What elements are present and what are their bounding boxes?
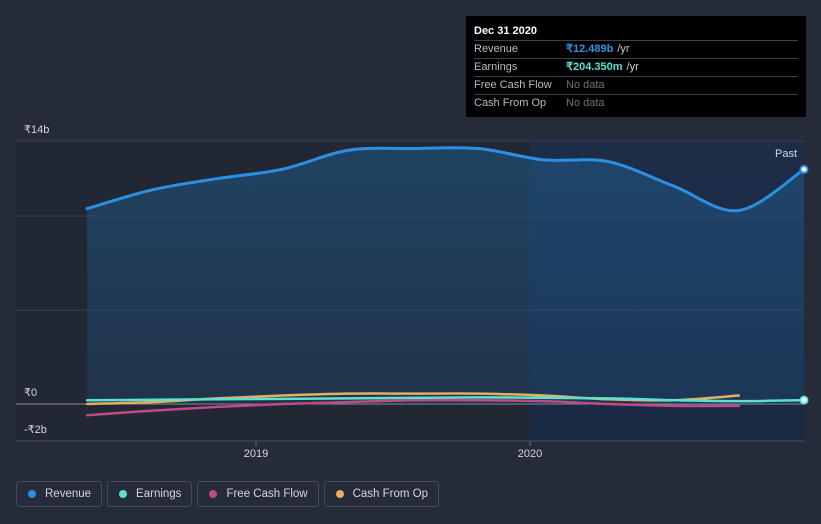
tooltip-label: Free Cash Flow xyxy=(474,79,552,91)
legend-item-revenue[interactable]: Revenue xyxy=(16,481,103,507)
y-tick-label: ₹14b xyxy=(24,124,49,136)
legend-label: Cash From Op xyxy=(352,488,429,500)
x-tick-label: 2020 xyxy=(518,448,542,460)
y-tick-label: ₹0 xyxy=(24,387,37,399)
tooltip-unit: /yr xyxy=(617,43,630,55)
tooltip-row-free-cash-flow: Free Cash Flow No data xyxy=(474,76,798,93)
tooltip-row-cash-from-op: Cash From Op No data xyxy=(474,94,798,111)
revenue-line xyxy=(85,146,806,213)
revenue-dot-icon xyxy=(28,490,36,498)
tooltip-value: ₹12.489b xyxy=(566,43,614,55)
legend-label: Free Cash Flow xyxy=(226,488,308,500)
earnings-end-point[interactable] xyxy=(799,395,809,405)
legend-label: Earnings xyxy=(136,488,182,500)
legend-item-earnings[interactable]: Earnings xyxy=(107,481,193,507)
tooltip-value: ₹204.350m xyxy=(566,61,623,73)
revenue-area xyxy=(87,147,804,404)
cash-from-op-dot-icon xyxy=(335,490,344,498)
tooltip: Dec 31 2020 Revenue ₹12.489b /yr Earning… xyxy=(466,16,806,117)
tooltip-row-earnings: Earnings ₹204.350m /yr xyxy=(474,58,798,75)
earnings-dot-icon xyxy=(119,490,128,498)
tooltip-unit: /yr xyxy=(626,61,639,73)
legend: Revenue Earnings Free Cash Flow Cash Fro… xyxy=(16,481,440,507)
tooltip-label: Cash From Op xyxy=(474,97,547,109)
free-cash-flow-dot-icon xyxy=(209,490,218,498)
tooltip-value: No data xyxy=(566,97,605,109)
revenue-end-point[interactable] xyxy=(799,164,809,174)
tooltip-label: Revenue xyxy=(474,43,519,55)
legend-item-cash-from-op[interactable]: Cash From Op xyxy=(323,481,440,507)
tooltip-row-revenue: Revenue ₹12.489b /yr xyxy=(474,40,798,57)
y-axis: ₹14b ₹0 -₹2b xyxy=(24,124,49,436)
tooltip-date: Dec 31 2020 xyxy=(474,25,537,37)
tooltip-label: Earnings xyxy=(474,61,518,73)
free-cash-flow-line xyxy=(85,398,741,417)
series-layer xyxy=(85,146,809,417)
x-tick-label: 2019 xyxy=(244,448,268,460)
y-tick-label: -₹2b xyxy=(24,424,47,436)
earnings-line xyxy=(85,396,806,403)
x-axis: 2019 2020 xyxy=(244,441,542,460)
past-label: Past xyxy=(775,148,797,160)
legend-label: Revenue xyxy=(45,488,92,500)
tooltip-value: No data xyxy=(566,79,605,91)
legend-item-free-cash-flow[interactable]: Free Cash Flow xyxy=(197,481,319,507)
